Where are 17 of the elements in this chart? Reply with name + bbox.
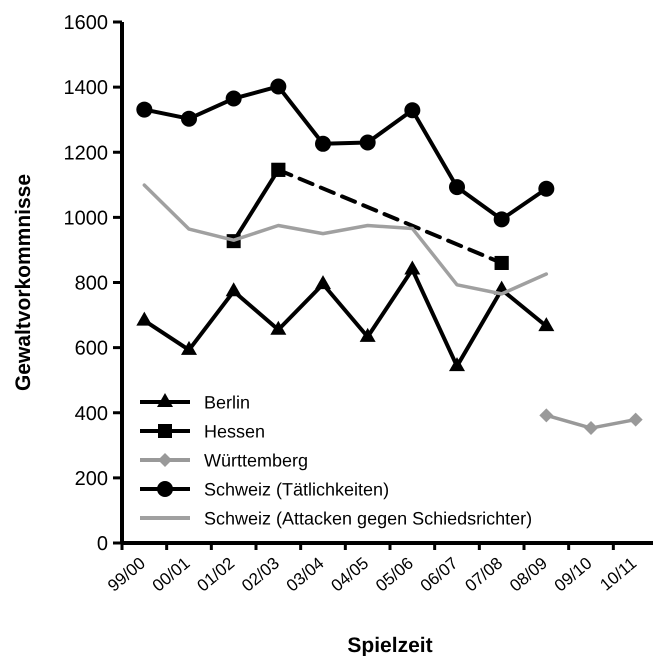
y-tick-label: 800 bbox=[74, 272, 108, 294]
legend-label: Württemberg bbox=[204, 450, 308, 470]
legend-label: Berlin bbox=[204, 392, 250, 412]
line-series bbox=[142, 183, 548, 296]
y-tick-label: 200 bbox=[74, 468, 108, 490]
y-tick-label: 0 bbox=[96, 533, 108, 555]
legend-label: Schweiz (Tätlichkeiten) bbox=[204, 479, 390, 500]
y-tick-label: 1000 bbox=[64, 207, 108, 230]
legend-label: Schweiz (Attacken gegen Schiedsrichter) bbox=[204, 508, 532, 528]
legend-label: Hessen bbox=[204, 421, 266, 442]
y-tick-label: 600 bbox=[74, 338, 108, 360]
y-axis-title: Gewaltvorkommnisse bbox=[12, 174, 35, 392]
y-tick-label: 1400 bbox=[64, 77, 108, 100]
x-axis-title: Spielzeit bbox=[347, 634, 433, 657]
y-tick-label: 1200 bbox=[64, 142, 108, 164]
y-tick-label: 400 bbox=[74, 402, 108, 425]
y-tick-label: 1600 bbox=[64, 12, 108, 34]
